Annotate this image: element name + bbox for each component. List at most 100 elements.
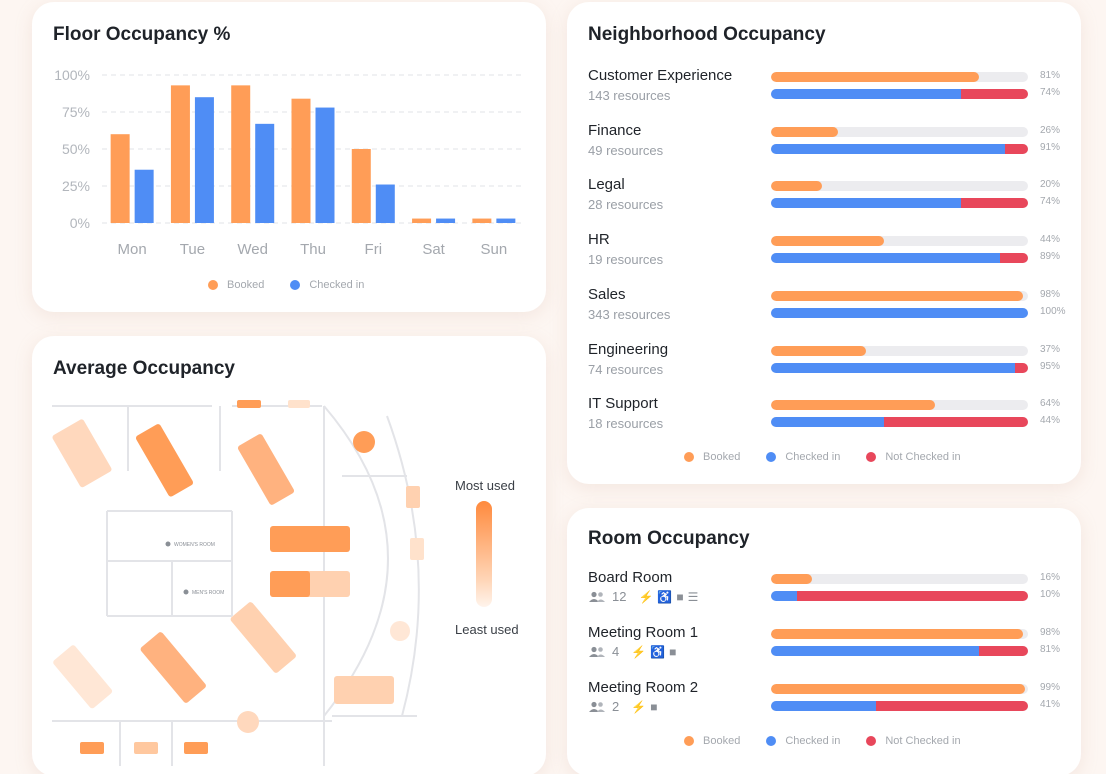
checked-in-fill [771, 646, 980, 656]
booked-bar [771, 629, 1028, 639]
bar-booked[interactable] [351, 149, 371, 223]
floor-occupancy-card: Floor Occupancy % 100% 75% 50% 25% 0% Mon Tue W… [32, 2, 546, 312]
room-name: Board Room [588, 569, 673, 586]
booked-percent: 81% [1040, 70, 1061, 81]
legend-checked-in-label: Checked in [785, 735, 841, 747]
most-used-label: Most used [455, 478, 515, 493]
booked-percent: 98% [1040, 627, 1061, 638]
accessible-icon: ♿ [657, 589, 673, 604]
y-tick-label: 25% [62, 178, 90, 194]
room-occupancy-card: Room Occupancy Board Room 12 ⚡ ♿ ■ ☰ 16% 10% Mee… [567, 508, 1081, 774]
video-icon: ■ [676, 589, 684, 604]
neighborhood-resources: 19 resources [588, 252, 664, 268]
booked-percent: 98% [1040, 288, 1061, 300]
checked-in-bar [771, 198, 1028, 209]
floor-occupancy-chart: 100% 75% 50% 25% 0% Mon Tue Wed Thu Fri Sat Sun [54, 67, 524, 258]
people-icon [589, 591, 605, 602]
neighborhood-name: Legal [588, 176, 625, 194]
not-checked-in-fill [999, 253, 1028, 264]
checked-in-fill [771, 198, 962, 209]
room-capacity: 2 [612, 699, 620, 714]
x-tick-label: Fri [365, 241, 383, 258]
checked-in-percent: 100% [1040, 305, 1066, 317]
booked-fill [771, 236, 885, 247]
neighborhood-resources: 143 resources [588, 88, 671, 103]
checked-in-percent: 44% [1040, 415, 1061, 427]
bar-booked[interactable] [291, 98, 311, 223]
not-checked-in-fill [961, 198, 1028, 209]
checked-in-percent: 89% [1040, 251, 1061, 263]
legend-booked-swatch [684, 736, 694, 746]
bar-checked-in[interactable] [375, 184, 395, 223]
neighborhood-resources: 343 resources [588, 306, 671, 322]
neighborhood-name: Customer Experience [588, 67, 733, 84]
people-icon [589, 646, 605, 657]
room-name: Meeting Room 1 [588, 624, 699, 641]
booked-fill [771, 72, 980, 82]
checked-in-percent: 10% [1040, 589, 1061, 600]
room-amenities: 12 ⚡ ♿ ■ ☰ [588, 589, 698, 604]
legend-not-checked-in-label: Not Checked in [885, 735, 961, 747]
y-tick-label: 75% [62, 104, 90, 120]
legend-checked-in-label: Checked in [785, 451, 841, 463]
booked-fill [771, 400, 936, 411]
x-tick-label: Wed [237, 241, 268, 258]
legend-not-checked-in-label: Not Checked in [885, 451, 961, 463]
bar-booked[interactable] [231, 85, 251, 223]
checked-in-bar [771, 89, 1028, 99]
floor-plan-map[interactable]: WOMEN'S ROOM MEN'S ROOM [32, 396, 432, 774]
bar-checked-in[interactable] [194, 97, 214, 223]
booked-fill [771, 629, 1023, 639]
booked-bar [771, 574, 1028, 584]
video-icon: ■ [650, 699, 658, 714]
booked-fill [771, 290, 1023, 301]
neighborhood-resources: 49 resources [588, 142, 664, 158]
bar-checked-in[interactable] [436, 218, 456, 223]
accessible-icon: ♿ [650, 644, 666, 659]
bar-booked[interactable] [472, 218, 492, 223]
not-checked-in-fill [796, 591, 1028, 601]
bar-checked-in[interactable] [134, 169, 154, 223]
mens-room-label: MEN'S ROOM [192, 590, 224, 596]
catering-icon: ☰ [687, 589, 699, 604]
legend-checked-in-label: Checked in [309, 279, 365, 291]
neighborhood-occupancy-card: Neighborhood Occupancy Customer Experien… [567, 2, 1081, 484]
legend-booked-label: Booked [703, 451, 741, 463]
bar-checked-in[interactable] [496, 218, 516, 223]
x-tick-label: Mon [118, 241, 147, 258]
room-name: Meeting Room 2 [588, 679, 699, 696]
legend-checked-in-swatch [766, 452, 777, 462]
booked-percent: 26% [1040, 124, 1061, 136]
booked-bar [771, 236, 1028, 247]
bar-checked-in[interactable] [255, 123, 275, 223]
booked-percent: 20% [1040, 179, 1061, 191]
neighborhood-resources: 18 resources [588, 416, 664, 432]
usage-scale-bar [476, 501, 492, 607]
checked-in-fill [771, 253, 1000, 264]
booked-fill [771, 684, 1026, 694]
people-icon [589, 701, 605, 712]
bar-booked[interactable] [412, 218, 432, 223]
room-amenities: 4 ⚡ ♿ ■ [588, 644, 676, 659]
y-tick-label: 0% [70, 215, 90, 231]
neighborhood-name: IT Support [588, 395, 658, 413]
room-amenities: 2 ⚡ ■ [588, 699, 657, 714]
checked-in-percent: 91% [1040, 141, 1061, 153]
checked-in-fill [771, 307, 1028, 318]
legend-not-checked-in-swatch [866, 452, 877, 462]
booked-bar [771, 345, 1028, 356]
womens-room-label: WOMEN'S ROOM [174, 542, 215, 548]
checked-in-fill [771, 89, 962, 99]
neighborhood-resources: 74 resources [588, 361, 664, 377]
checked-in-bar [771, 253, 1028, 264]
bar-booked[interactable] [170, 85, 190, 223]
neighborhood-name: Engineering [588, 340, 669, 358]
checked-in-bar [771, 362, 1028, 373]
bar-checked-in[interactable] [315, 107, 335, 223]
bar-booked[interactable] [110, 134, 130, 223]
neighborhood-name: HR [588, 231, 610, 249]
checked-in-bar [771, 646, 1028, 656]
least-used-label: Least used [455, 622, 519, 637]
neighborhood-name: Sales [588, 285, 626, 303]
legend-booked-label: Booked [227, 279, 265, 291]
